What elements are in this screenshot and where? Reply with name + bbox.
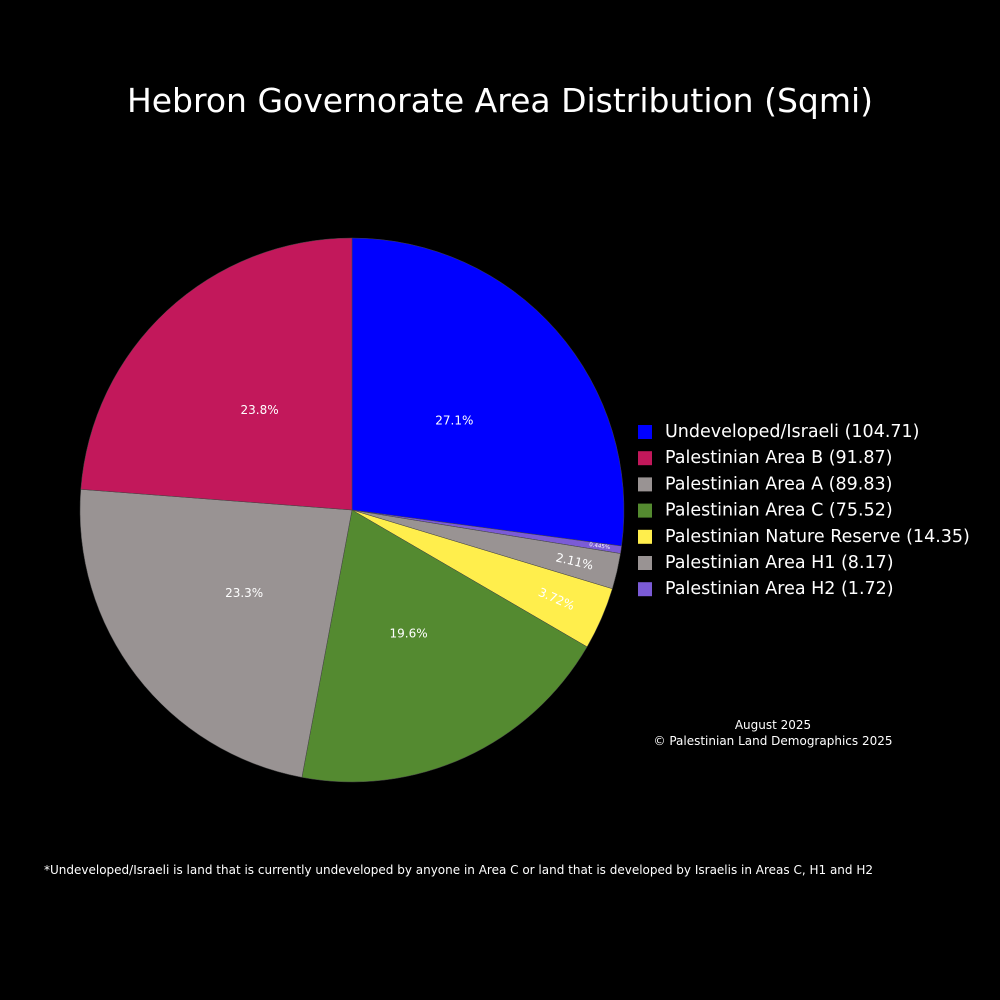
legend-swatch xyxy=(638,556,652,570)
legend-swatch xyxy=(638,503,652,518)
legend-label: Palestinian Area H2 (1.72) xyxy=(665,579,894,599)
pie-slice-palestinian-area-b xyxy=(80,237,353,511)
legend-item-palestinian-area-h1[interactable]: Palestinian Area H1 (8.17) xyxy=(638,553,894,573)
legend-label: Palestinian Area A (89.83) xyxy=(665,474,892,494)
legend-label: Palestinian Area B (91.87) xyxy=(665,448,892,468)
legend-item-undeveloped-israeli[interactable]: Undeveloped/Israeli (104.71) xyxy=(638,422,920,442)
chart-title: Hebron Governorate Area Distribution (Sq… xyxy=(127,81,873,120)
slice-label-palestinian-area-a: 23.3% xyxy=(225,586,263,600)
legend-item-palestinian-area-h2[interactable]: Palestinian Area H2 (1.72) xyxy=(638,579,894,599)
pie-slice-palestinian-area-c xyxy=(301,509,588,783)
pie-slice-undeveloped-israeli xyxy=(351,237,625,547)
footnote: *Undeveloped/Israeli is land that is cur… xyxy=(44,863,873,877)
legend-label: Palestinian Area C (75.52) xyxy=(665,501,893,521)
legend-swatch xyxy=(638,451,652,466)
legend-item-palestinian-area-c[interactable]: Palestinian Area C (75.52) xyxy=(638,501,893,521)
legend-label: Palestinian Nature Reserve (14.35) xyxy=(665,527,970,547)
legend-label: Undeveloped/Israeli (104.71) xyxy=(665,422,920,442)
legend-swatch xyxy=(638,425,652,439)
source-annotation: August 2025 © Palestinian Land Demograph… xyxy=(654,718,893,748)
legend-item-palestinian-area-b[interactable]: Palestinian Area B (91.87) xyxy=(638,448,892,468)
legend-item-palestinian-area-a[interactable]: Palestinian Area A (89.83) xyxy=(638,474,892,494)
legend-swatch xyxy=(638,477,652,492)
legend-swatch xyxy=(638,582,652,597)
annotation-date: August 2025 xyxy=(735,718,811,732)
slice-label-palestinian-area-h2: 0.445% xyxy=(589,542,611,551)
slice-label-palestinian-area-c: 19.6% xyxy=(390,627,428,641)
annotation-copyright: © Palestinian Land Demographics 2025 xyxy=(654,734,893,748)
pie-slice-palestinian-area-a xyxy=(79,489,353,778)
slice-label-undeveloped-israeli: 27.1% xyxy=(435,413,473,427)
pie-slices xyxy=(79,237,625,783)
legend: Undeveloped/Israeli (104.71) Palestinian … xyxy=(638,422,970,599)
legend-item-palestinian-nature-reserve[interactable]: Palestinian Nature Reserve (14.35) xyxy=(638,527,970,547)
legend-label: Palestinian Area H1 (8.17) xyxy=(665,553,894,573)
slice-label-palestinian-area-b: 23.8% xyxy=(240,403,278,417)
legend-swatch xyxy=(638,529,652,544)
